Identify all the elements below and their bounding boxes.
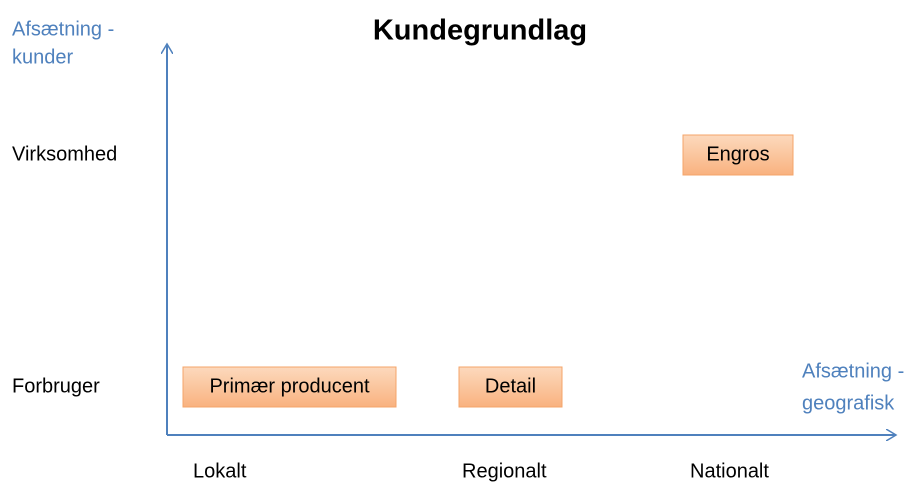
row-label: Virksomhed [12,143,117,165]
row-label: Forbruger [12,375,100,397]
box [182,366,397,408]
y-axis-label: Afsætning - [12,18,114,40]
x-axis-label: Afsætning - [802,360,904,382]
column-label: Lokalt [193,460,247,482]
box-label: Detail [485,375,536,397]
column-label: Nationalt [690,460,769,482]
box [682,134,794,176]
column-label: Regionalt [462,460,547,482]
box-label: Primær producent [209,375,370,397]
box [458,366,563,408]
box-label: Engros [706,143,769,165]
y-axis-label: kunder [12,46,73,68]
title: Kundegrundlag [373,15,587,47]
x-axis-label: geografisk [802,392,895,414]
